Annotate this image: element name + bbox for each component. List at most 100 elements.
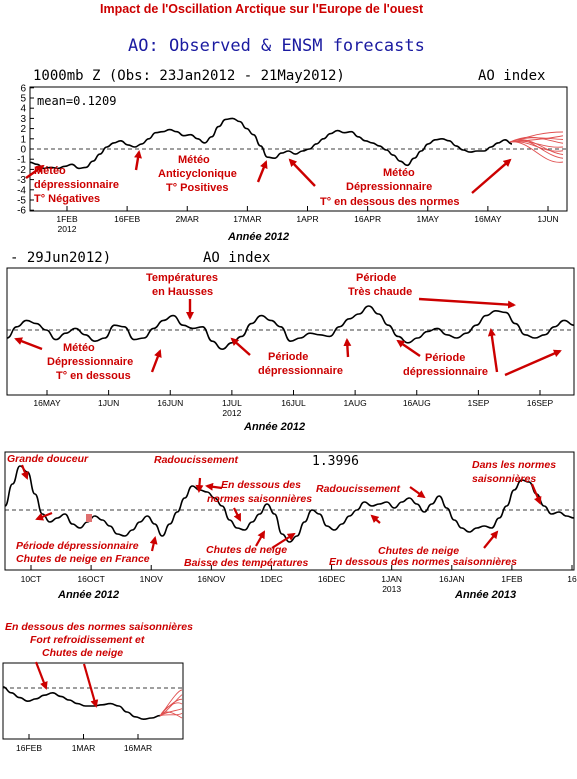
p3-arrow-3 xyxy=(195,477,204,493)
x-tick-label: 2MAR xyxy=(175,214,199,224)
p2-arrow-2 xyxy=(150,349,162,373)
x-tick-label: 16MAY xyxy=(33,398,61,408)
x-tick-label: 16NOV xyxy=(197,574,225,584)
x-tick-label: 1JUL xyxy=(222,398,242,408)
p3-ann-radoucissement-2: Radoucissement xyxy=(316,483,401,495)
p1-ann-anti-line2: Anticyclonique xyxy=(158,168,237,180)
y-tick-label: -5 xyxy=(17,196,26,207)
p4-arrow-2 xyxy=(82,663,99,708)
p2-arrow-9 xyxy=(504,349,562,377)
x-tick-label: 16JUN xyxy=(157,398,183,408)
y-tick-label: 3 xyxy=(20,114,26,125)
p3-arrow-2 xyxy=(35,511,53,521)
y-tick-label: -4 xyxy=(17,185,26,196)
x-tick-label: 1NOV xyxy=(140,574,163,584)
p2-ann-meteo-line1: Météo xyxy=(63,342,95,354)
x-tick-label: 1JUN xyxy=(537,214,558,224)
x-tick-label: 1SEP xyxy=(468,398,490,408)
panel-1-mean: mean=0.1209 xyxy=(37,94,116,108)
top-title: Impact de l'Oscillation Arctique sur l'E… xyxy=(100,2,424,16)
x-tick-label: 16DEC xyxy=(318,574,345,584)
panel-2-index-label: AO index xyxy=(203,250,270,266)
p2-ann-depr1-line1: Période xyxy=(268,351,308,363)
x-tick-label: 16MAR xyxy=(124,743,152,753)
x-tick-label: 1JAN xyxy=(381,574,402,584)
x-tick-label: 16FEB xyxy=(114,214,140,224)
p3-ann-dans-normes-line2: saisonnières xyxy=(472,473,536,485)
p2-arrow-7 xyxy=(396,339,421,357)
panel-1-series-line xyxy=(29,117,513,170)
x-tick-label: 1FEB xyxy=(56,214,78,224)
p2-ann-meteo-line3: T° en dessous xyxy=(56,370,131,382)
x-tick-label: 16FEB xyxy=(16,743,42,753)
panel-4-x-ticks: 16FEB 1MAR 16MAR xyxy=(16,734,152,753)
panel-1-annotations: Météo dépressionnaire T° Négatives Météo… xyxy=(25,150,512,208)
p3-ann-radoucissement-1: Radoucissement xyxy=(154,454,239,466)
p2-arrow-5 xyxy=(343,338,352,358)
panel-2-frame xyxy=(6,267,575,396)
y-tick-label: 6 xyxy=(20,83,26,94)
x-tick-label: 16APR xyxy=(354,214,381,224)
p2-arrow-1 xyxy=(14,337,43,351)
x-tick-label: 16JAN xyxy=(439,574,465,584)
y-tick-label: -6 xyxy=(17,206,26,217)
x-tick-label: 2013 xyxy=(382,584,401,594)
panel-4-frame xyxy=(2,662,184,740)
p3-arrow-5 xyxy=(233,507,241,522)
x-tick-label: 16JUL xyxy=(281,398,306,408)
x-tick-label: 1JUN xyxy=(98,398,119,408)
p2-arrow-6 xyxy=(418,297,516,309)
y-tick-label: -1 xyxy=(17,155,26,166)
x-tick-label: 16SEP xyxy=(527,398,554,408)
panel-4: 16FEB 1MAR 16MAR xyxy=(2,662,184,753)
panel-1-forecast-ensemble xyxy=(509,131,564,163)
x-tick-label: 16AUG xyxy=(403,398,431,408)
panel-1-index-label: AO index xyxy=(478,68,545,84)
p2-arrow-4 xyxy=(230,337,251,356)
x-tick-label: 16MAY xyxy=(474,214,502,224)
p1-arrow-4 xyxy=(288,158,316,187)
x-tick-label: 1DEC xyxy=(260,574,283,584)
p3-ann-periode-line2: Chutes de neige en France xyxy=(16,553,150,565)
p1-arrow-1 xyxy=(25,164,45,179)
panel-1-title: 1000mb Z (Obs: 23Jan2012 - 21May2012) xyxy=(33,68,345,84)
p1-arrow-3 xyxy=(256,160,268,183)
x-tick-label: 16OCT xyxy=(77,574,104,584)
p1-arrow-2 xyxy=(134,150,142,171)
x-tick-label: 1APR xyxy=(296,214,318,224)
panel-3-year-label-2013: Année 2013 xyxy=(454,589,516,601)
panel-2-series-line xyxy=(6,305,575,351)
panel-4-forecast-ensemble xyxy=(159,689,183,719)
p3-ann-en-dessous-line1: En dessous des xyxy=(221,479,301,491)
p2-ann-depr1-line2: dépressionnaire xyxy=(258,365,343,377)
p1-ann-depr2-line2: Dépressionnaire xyxy=(346,181,432,193)
p3-arrow-8 xyxy=(271,532,296,549)
p2-ann-chaude-line1: Période xyxy=(356,272,396,284)
x-tick-label: 1FEB xyxy=(501,574,523,584)
forecast-member-line xyxy=(159,711,183,719)
panel-3-year-label-2012: Année 2012 xyxy=(57,589,119,601)
y-tick-label: -3 xyxy=(17,175,26,186)
p1-ann-meteo-line3: T° Négatives xyxy=(34,193,100,205)
panel-3: 1.3996 10CT 16OCT 1NOV 16NOV 1DEC 16DEC 1JAN20… xyxy=(4,451,577,601)
x-tick-label: 17MAR xyxy=(233,214,261,224)
x-tick-label: 2012 xyxy=(58,224,77,234)
panel-1-year-label: Année 2012 xyxy=(227,231,289,243)
p3-arrow-4 xyxy=(205,482,223,491)
forecast-member-line xyxy=(509,139,564,159)
panel-4-series-line xyxy=(2,686,161,721)
p4-arrow-1 xyxy=(34,661,48,690)
p3-ann-periode-line1: Période dépressionnaire xyxy=(16,540,139,552)
x-tick-label: 16 xyxy=(567,574,577,584)
panel-4-annotations: En dessous des normes saisonnières Fort … xyxy=(5,621,193,708)
forecast-member-line xyxy=(159,712,183,717)
panel-2-year-label: Année 2012 xyxy=(243,421,305,433)
p3-arrow-11 xyxy=(483,530,499,549)
p2-ann-depr2-line1: Période xyxy=(425,352,465,364)
p3-arrow-12 xyxy=(530,483,542,505)
p3-arrow-9 xyxy=(409,486,426,499)
p1-ann-meteo-line1: Météo xyxy=(34,165,66,177)
